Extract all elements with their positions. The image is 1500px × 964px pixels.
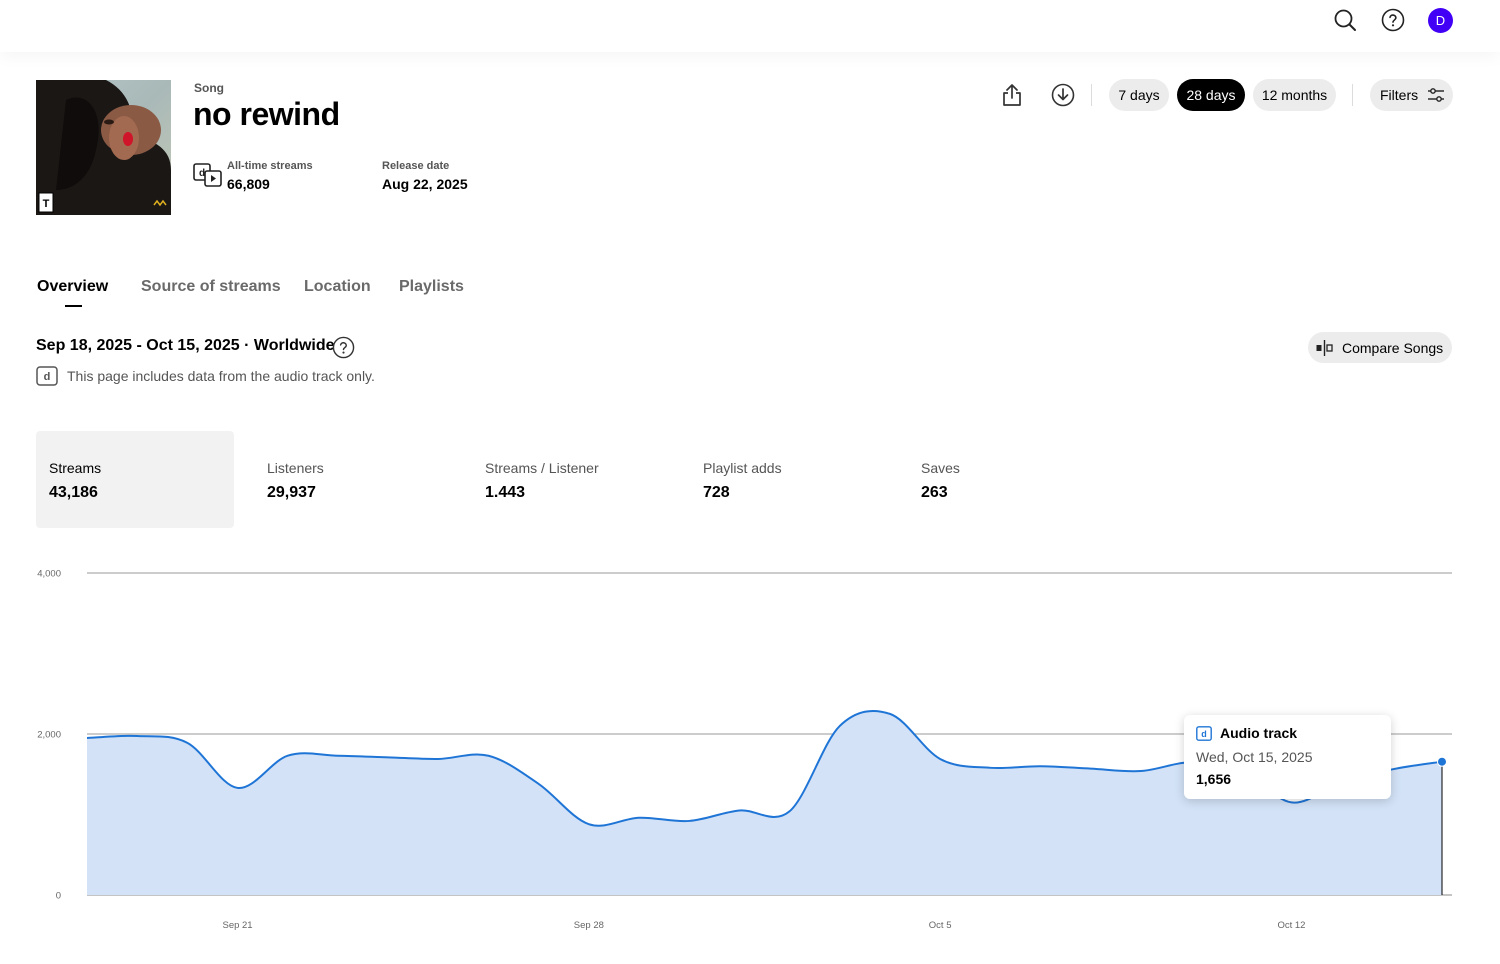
song-kind: Song (194, 81, 224, 95)
metric-listeners[interactable]: Listeners 29,937 (254, 431, 452, 528)
avatar[interactable]: D (1428, 8, 1453, 33)
data-point (1138, 768, 1144, 774)
data-point (235, 785, 241, 791)
metric-value: 1.443 (485, 484, 526, 501)
data-point (536, 781, 542, 787)
data-point (84, 735, 90, 741)
audio-track-note: This page includes data from the audio t… (67, 368, 375, 384)
tab-location[interactable]: Location (304, 278, 371, 295)
share-button[interactable] (999, 82, 1025, 108)
data-point (887, 711, 893, 717)
metric-saves[interactable]: Saves 263 (908, 431, 1106, 528)
svg-text:d: d (1201, 729, 1207, 739)
tab-source-of-streams[interactable]: Source of streams (141, 278, 281, 295)
tab-playlists[interactable]: Playlists (399, 278, 464, 295)
svg-text:d: d (199, 168, 205, 179)
y-tick-label: 2,000 (37, 730, 61, 741)
data-point (736, 807, 742, 813)
data-point (134, 733, 140, 739)
filters-label: Filters (1380, 87, 1419, 103)
active-tab-indicator (65, 305, 82, 307)
metric-playlist-adds[interactable]: Playlist adds 728 (690, 431, 888, 528)
data-point (435, 756, 441, 762)
all-time-streams-label: All-time streams (227, 160, 313, 172)
data-point (385, 754, 391, 760)
metric-value: 29,937 (267, 484, 316, 501)
range-7-days[interactable]: 7 days (1109, 79, 1169, 111)
audio-track-icon: d (36, 366, 58, 391)
sliders-icon (1428, 88, 1445, 102)
avatar-initial: D (1435, 13, 1446, 28)
data-point (335, 753, 341, 759)
data-point (787, 808, 793, 814)
y-tick-label: 4,000 (37, 569, 61, 580)
audio-video-icon: d (193, 163, 223, 192)
date-range-title: Sep 18, 2025 - Oct 15, 2025 · Worldwide (36, 337, 335, 354)
metric-label: Listeners (267, 460, 324, 476)
toolbar-divider (1352, 84, 1353, 106)
help-icon[interactable] (1381, 8, 1405, 32)
info-help-icon[interactable] (332, 336, 355, 364)
svg-text:T: T (43, 198, 50, 210)
data-point (987, 765, 993, 771)
compare-songs-label: Compare Songs (1342, 339, 1444, 356)
audio-track-icon: d (1196, 725, 1212, 741)
data-point (937, 756, 943, 762)
metric-streams-per-listener[interactable]: Streams / Listener 1.443 (472, 431, 670, 528)
toolbar-divider (1091, 84, 1092, 106)
svg-text:d: d (44, 371, 51, 383)
release-date-value: Aug 22, 2025 (382, 176, 468, 192)
x-tick-label: Oct 12 (1277, 920, 1305, 931)
share-icon (1003, 84, 1021, 106)
download-icon (1051, 83, 1075, 107)
metric-value: 43,186 (49, 484, 98, 501)
cover-art: T (36, 80, 171, 215)
chart-tooltip: d Audio track Wed, Oct 15, 2025 1,656 (1184, 715, 1391, 799)
top-bar: D (0, 0, 1500, 52)
tooltip-date: Wed, Oct 15, 2025 (1196, 749, 1313, 765)
data-point (285, 753, 291, 759)
all-time-streams-value: 66,809 (227, 176, 270, 192)
active-data-point (1437, 756, 1447, 767)
data-point (1088, 766, 1094, 772)
metric-label: Streams / Listener (485, 460, 599, 476)
data-point (1038, 763, 1044, 769)
metric-label: Playlist adds (703, 460, 782, 476)
data-point (1288, 799, 1294, 805)
data-point (586, 821, 592, 827)
range-28-days[interactable]: 28 days (1177, 79, 1245, 111)
data-point (636, 815, 642, 821)
range-12-months[interactable]: 12 months (1253, 79, 1336, 111)
metric-value: 263 (921, 484, 948, 501)
download-button[interactable] (1050, 82, 1076, 108)
y-tick-label: 0 (56, 891, 61, 902)
data-point (686, 818, 692, 824)
data-point (184, 740, 190, 746)
data-point (837, 723, 843, 729)
song-title: no rewind (193, 96, 340, 132)
tab-overview[interactable]: Overview (37, 278, 109, 295)
compare-icon (1316, 339, 1333, 356)
series-area (87, 710, 1442, 895)
tooltip-series: Audio track (1220, 725, 1298, 741)
metric-label: Streams (49, 460, 102, 476)
tooltip-value: 1,656 (1196, 771, 1232, 787)
filters-button[interactable]: Filters (1370, 79, 1453, 111)
metric-streams[interactable]: Streams 43,186 (36, 431, 234, 528)
metric-value: 728 (703, 484, 730, 501)
x-tick-label: Sep 21 (222, 920, 252, 931)
metric-label: Saves (921, 460, 960, 476)
data-point (485, 753, 491, 759)
search-icon[interactable] (1333, 8, 1357, 32)
compare-songs-button[interactable]: Compare Songs (1308, 332, 1452, 363)
x-tick-label: Oct 5 (929, 920, 952, 931)
release-date-label: Release date (382, 160, 450, 172)
x-tick-label: Sep 28 (574, 920, 604, 931)
